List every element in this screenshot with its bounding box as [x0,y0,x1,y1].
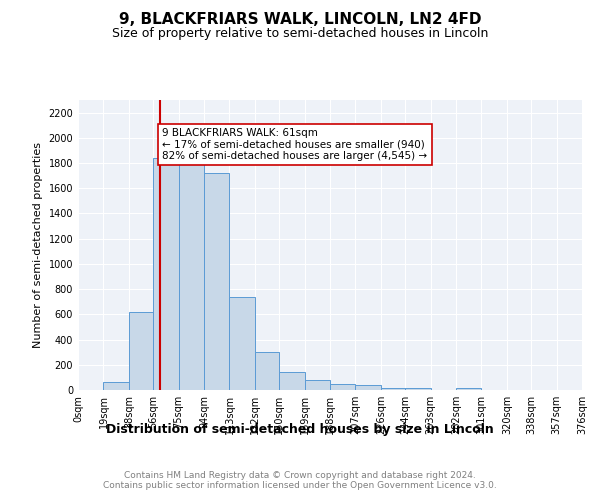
Bar [381,388,405,390]
Bar [330,384,355,390]
Bar [355,385,381,390]
Bar [129,312,153,390]
Bar [305,380,330,390]
Text: 9, BLACKFRIARS WALK, LINCOLN, LN2 4FD: 9, BLACKFRIARS WALK, LINCOLN, LN2 4FD [119,12,481,28]
Bar [204,173,229,390]
Text: 9 BLACKFRIARS WALK: 61sqm
← 17% of semi-detached houses are smaller (940)
82% of: 9 BLACKFRIARS WALK: 61sqm ← 17% of semi-… [163,128,428,161]
Bar [103,382,129,390]
Bar [229,296,255,390]
Y-axis label: Number of semi-detached properties: Number of semi-detached properties [33,142,43,348]
Bar [153,158,179,390]
Bar [456,388,481,390]
Bar [179,158,204,390]
Bar [279,372,305,390]
Bar [405,388,431,390]
Text: Contains HM Land Registry data © Crown copyright and database right 2024.
Contai: Contains HM Land Registry data © Crown c… [103,470,497,490]
Text: Distribution of semi-detached houses by size in Lincoln: Distribution of semi-detached houses by … [106,422,494,436]
Bar [255,352,279,390]
Text: Size of property relative to semi-detached houses in Lincoln: Size of property relative to semi-detach… [112,28,488,40]
